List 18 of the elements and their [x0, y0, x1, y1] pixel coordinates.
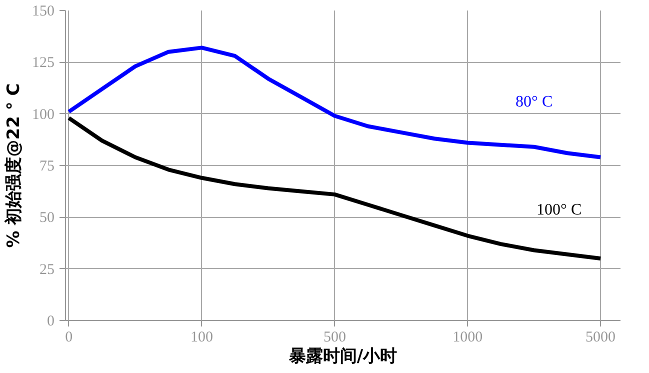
y-tick-label: 75: [40, 158, 54, 174]
series-label: 100° C: [536, 202, 582, 219]
y-tick-label: 25: [40, 262, 54, 278]
y-tick-label: 50: [40, 210, 54, 226]
y-axis-title: % 初始强度@22 ° C: [4, 83, 24, 248]
x-tick-label: 0: [65, 330, 73, 346]
x-axis-title: 暴露时间/小时: [288, 346, 398, 366]
line-series: [66, 46, 603, 160]
x-tick-label: 500: [323, 330, 346, 346]
text: 80° C: [516, 93, 553, 110]
x-tick-label: 5000: [586, 330, 616, 346]
y-tick-label: 125: [32, 55, 54, 72]
y-tick-label: 150: [32, 4, 54, 20]
y-tick-label: 100: [32, 106, 54, 123]
y-tick-label: 0: [47, 314, 54, 330]
x-tick-label: 100: [190, 330, 214, 346]
line-series: [66, 116, 603, 260]
x-tick-label: 1000: [452, 330, 483, 346]
